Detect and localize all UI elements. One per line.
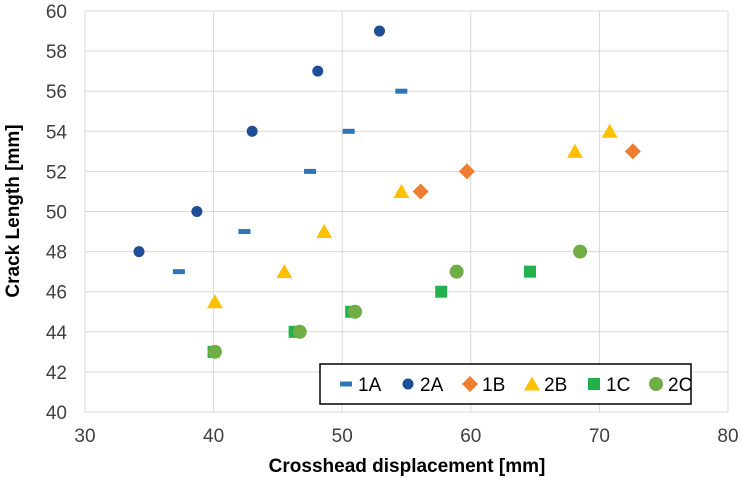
legend-item-2B: 2B <box>524 375 567 396</box>
y-tick-label: 42 <box>46 363 67 384</box>
point-2C <box>207 344 222 359</box>
y-tick-label: 44 <box>46 323 68 344</box>
point-1B <box>458 163 475 180</box>
point-1C <box>523 265 536 278</box>
legend-label: 1A <box>358 375 382 396</box>
point-2B <box>276 264 293 279</box>
legend-marker <box>588 378 600 390</box>
point-2C <box>292 324 307 339</box>
legend-item-1A: 1A <box>340 375 382 396</box>
y-axis-title: Crack Length [mm] <box>3 124 24 297</box>
point-2B <box>393 183 410 198</box>
y-tick-label: 46 <box>46 283 67 304</box>
legend-marker <box>524 376 540 391</box>
data-points <box>133 25 641 359</box>
x-tick-label: 30 <box>74 426 95 447</box>
series-2B <box>206 123 618 309</box>
point-2B <box>206 294 223 309</box>
legend-item-2C: 2C <box>649 375 692 396</box>
legend-item-2A: 2A <box>402 375 444 396</box>
legend-label: 2A <box>420 375 444 396</box>
y-tick-label: 40 <box>46 403 67 424</box>
x-axis-ticks: 30 40 50 60 70 80 <box>74 426 738 447</box>
point-2A <box>312 65 324 77</box>
y-tick-label: 54 <box>46 122 68 143</box>
y-tick-label: 60 <box>46 2 67 23</box>
point-2B <box>316 224 333 239</box>
legend-label: 1C <box>606 375 630 396</box>
y-tick-label: 50 <box>46 203 67 224</box>
y-tick-label: 56 <box>46 82 67 103</box>
point-2A <box>133 246 145 258</box>
y-tick-label: 48 <box>46 243 67 264</box>
point-1A <box>238 229 251 235</box>
legend-marker <box>402 378 414 390</box>
point-2A <box>191 206 203 217</box>
legend-item-1C: 1C <box>588 375 630 396</box>
legend-label: 2B <box>544 375 567 396</box>
point-2B <box>601 123 618 138</box>
series-1A <box>172 88 408 275</box>
series-2A <box>133 25 385 258</box>
legend-marker <box>340 381 352 387</box>
series-1B <box>412 143 641 200</box>
point-1A <box>395 88 408 94</box>
point-1A <box>172 269 185 275</box>
legend: 1A 2A 1B 2B 1C 2C <box>319 363 692 405</box>
y-tick-label: 52 <box>46 162 67 183</box>
point-1C <box>435 285 448 298</box>
x-axis-title: Crosshead displacement [mm] <box>269 456 546 477</box>
legend-label: 2C <box>668 375 692 396</box>
y-axis-ticks: 40 42 44 46 48 50 52 54 56 58 60 <box>46 2 68 424</box>
point-1A <box>304 168 317 174</box>
point-2C <box>573 244 588 259</box>
legend-marker <box>462 376 478 392</box>
point-1B <box>624 143 641 160</box>
legend-box <box>319 363 692 405</box>
series-2C <box>207 244 588 359</box>
x-tick-label: 80 <box>717 426 738 447</box>
y-tick-label: 58 <box>46 42 67 63</box>
legend-item-1B: 1B <box>462 375 505 396</box>
point-1A <box>342 128 355 134</box>
legend-marker <box>649 377 663 391</box>
point-1B <box>412 183 429 200</box>
point-2B <box>566 143 583 158</box>
x-tick-label: 70 <box>589 426 610 447</box>
x-tick-label: 50 <box>332 426 353 447</box>
x-tick-label: 40 <box>203 426 224 447</box>
x-tick-label: 60 <box>460 426 481 447</box>
point-2A <box>373 25 385 37</box>
legend-label: 1B <box>482 375 505 396</box>
point-2C <box>449 264 464 279</box>
point-2A <box>246 125 258 137</box>
point-2C <box>348 304 363 319</box>
